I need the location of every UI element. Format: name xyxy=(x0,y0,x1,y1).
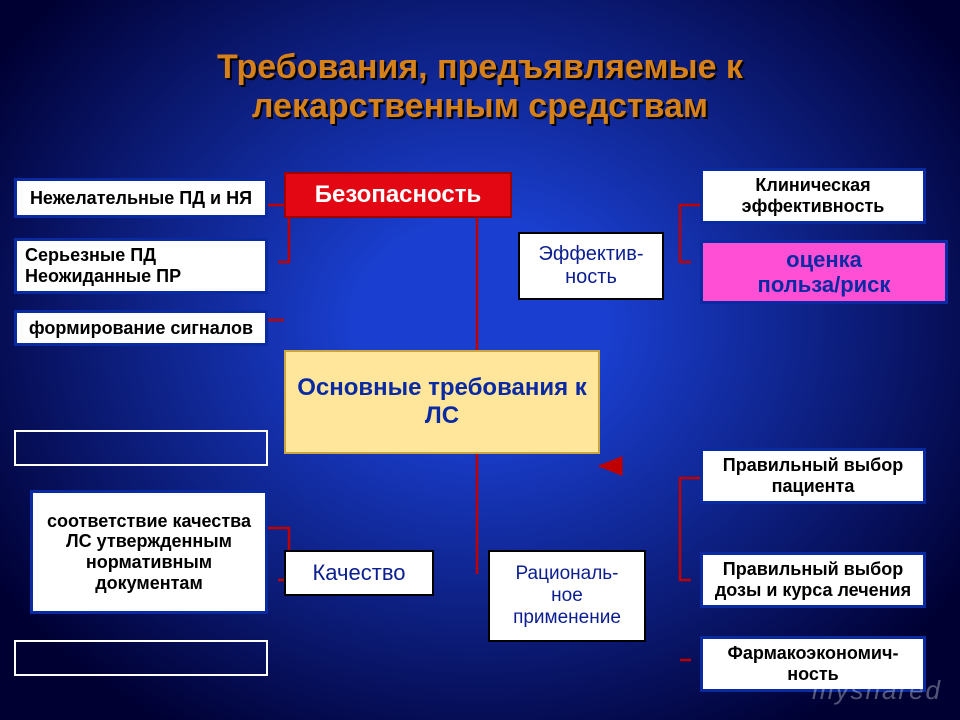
box-signals: формирование сигналов xyxy=(14,310,268,346)
box-benefit-risk: оценкапольза/риск xyxy=(700,240,948,304)
box-rational: Рациональ-ное применение xyxy=(488,550,646,642)
box-empty-left-2 xyxy=(14,640,268,676)
slide-title: Требования, предъявляемые к лекарственны… xyxy=(100,48,860,138)
box-effectiveness: Эффектив-ность xyxy=(518,232,664,300)
box-safety: Безопасность xyxy=(284,172,512,218)
box-compliance: соответствие качества ЛС утвержденным но… xyxy=(30,490,268,614)
watermark: myshared xyxy=(812,675,942,706)
box-patient: Правильный выбор пациента xyxy=(700,448,926,504)
box-central: Основные требования к ЛС xyxy=(284,350,600,454)
diagram-canvas: Требования, предъявляемые к лекарственны… xyxy=(0,0,960,720)
box-adverse: Нежелательные ПД и НЯ xyxy=(14,178,268,218)
box-dose: Правильный выбор дозы и курса лечения xyxy=(700,552,926,608)
box-clinical: Клиническая эффективность xyxy=(700,168,926,224)
box-serious: Серьезные ПД Неожиданные ПР xyxy=(14,238,268,294)
box-quality: Качество xyxy=(284,550,434,596)
box-empty-left-1 xyxy=(14,430,268,466)
